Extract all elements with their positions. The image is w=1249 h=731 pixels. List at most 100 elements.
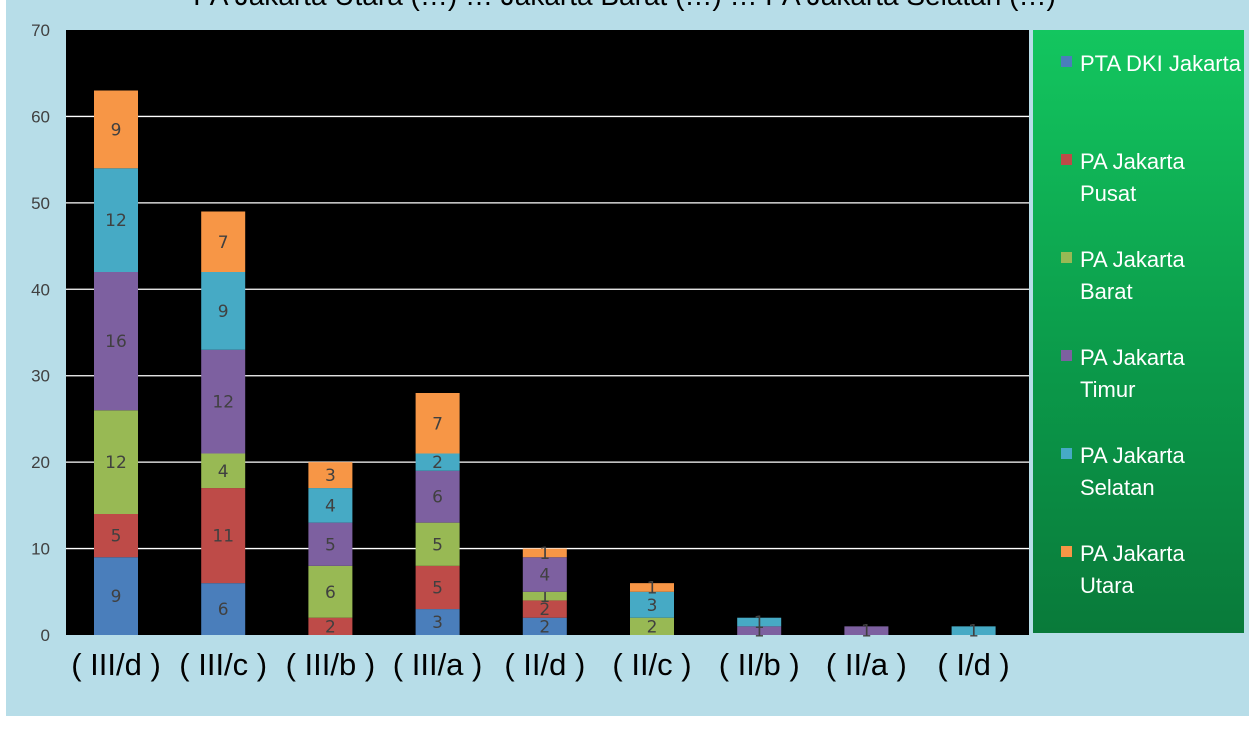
bar-segment — [201, 211, 246, 272]
y-tick-label: 70 — [31, 21, 50, 40]
legend-label: PA Jakarta Barat — [1080, 247, 1185, 304]
legend: PTA DKI Jakarta PA Jakarta Pusat PA Jaka… — [1033, 30, 1244, 633]
bar-segment — [94, 557, 138, 635]
bar-segment — [737, 617, 782, 627]
legend-label: PA Jakarta Pusat — [1080, 149, 1185, 206]
bar-segment — [201, 349, 246, 454]
legend-label: PA Jakarta Selatan — [1080, 443, 1185, 500]
x-tick-label: ( III/c ) — [179, 647, 267, 682]
legend-item-pa-jakarta-timur: PA Jakarta Timur — [1061, 342, 1241, 406]
data-label: 9 — [111, 587, 122, 607]
data-label: 6 — [218, 600, 229, 620]
chart-title: PA Jakarta Utara (…) … Jakarta Barat (…)… — [0, 0, 1249, 12]
y-tick-label: 10 — [31, 540, 50, 559]
bar-segment — [522, 600, 567, 618]
x-tick-label: ( III/d ) — [71, 647, 161, 682]
bar-segment — [94, 410, 138, 514]
legend-swatch — [1061, 448, 1072, 459]
data-label: 2 — [539, 617, 550, 637]
data-label: 4 — [539, 566, 550, 586]
y-tick-label: 0 — [41, 626, 50, 645]
bar-segment — [630, 591, 674, 618]
legend-swatch — [1061, 252, 1072, 263]
data-label: 7 — [432, 414, 443, 434]
legend-swatch — [1061, 154, 1072, 165]
data-label: 5 — [432, 578, 443, 598]
bar-segment — [308, 462, 353, 489]
bar-segment — [415, 609, 460, 635]
bar-segment — [94, 514, 138, 558]
bar-segment — [522, 557, 567, 592]
x-tick-label: ( II/b ) — [719, 647, 800, 682]
data-label: 9 — [111, 120, 122, 140]
legend-label: PA Jakarta Timur — [1080, 345, 1185, 402]
data-label: 3 — [432, 613, 443, 633]
x-tick-label: ( II/c ) — [612, 647, 691, 682]
bar-segment — [201, 583, 246, 635]
bar-segment — [201, 272, 246, 350]
y-tick-label: 20 — [31, 453, 50, 472]
bar-segment — [308, 565, 353, 618]
data-label: 12 — [105, 453, 127, 473]
bar-segment — [737, 626, 782, 635]
data-label: 1 — [539, 544, 550, 564]
legend-item-pa-jakarta-barat: PA Jakarta Barat — [1061, 244, 1241, 308]
data-label: 4 — [325, 496, 336, 516]
x-tick-label: ( II/a ) — [826, 647, 907, 682]
data-label: 1 — [861, 622, 872, 642]
legend-label: PTA DKI Jakarta — [1080, 51, 1241, 76]
data-label: 6 — [432, 488, 443, 508]
data-label: 1 — [539, 587, 550, 607]
data-label: 5 — [111, 527, 122, 547]
data-label: 11 — [212, 527, 234, 547]
data-label: 2 — [325, 617, 336, 637]
data-label: 5 — [325, 535, 336, 555]
bar-segment — [94, 168, 138, 272]
data-label: 12 — [105, 211, 127, 231]
legend-item-pa-jakarta-pusat: PA Jakarta Pusat — [1061, 146, 1241, 210]
data-label: 3 — [647, 596, 658, 616]
data-label: 9 — [218, 302, 229, 322]
legend-swatch — [1061, 546, 1072, 557]
data-label: 7 — [218, 233, 229, 253]
legend-label: PA Jakarta Utara — [1080, 541, 1185, 598]
bar-segment — [308, 488, 353, 523]
data-label: 16 — [105, 332, 127, 352]
y-tick-label: 30 — [31, 367, 50, 386]
bar-segment — [522, 617, 567, 635]
data-label: 1 — [754, 622, 765, 642]
data-label: 12 — [212, 393, 234, 413]
bar-segment — [522, 548, 567, 558]
legend-swatch — [1061, 350, 1072, 361]
legend-item-pa-jakarta-selatan: PA Jakarta Selatan — [1061, 440, 1241, 504]
data-label: 2 — [432, 453, 443, 473]
bar-segment — [94, 90, 138, 169]
x-tick-label: ( II/d ) — [504, 647, 585, 682]
data-label: 4 — [218, 462, 229, 482]
bar-segment — [630, 617, 674, 635]
data-label: 3 — [325, 466, 336, 486]
bar-segment — [308, 522, 353, 566]
x-tick-label: ( III/b ) — [286, 647, 376, 682]
data-label: 1 — [968, 622, 979, 642]
bar-segment — [94, 272, 138, 411]
bar-segment — [415, 522, 460, 566]
legend-item-pta-dki-jakarta: PTA DKI Jakarta — [1061, 48, 1241, 80]
x-tick-label: ( I/d ) — [937, 647, 1009, 682]
bar-segment — [630, 583, 674, 592]
data-label: 5 — [432, 535, 443, 555]
y-tick-label: 60 — [31, 107, 50, 126]
data-label: 2 — [539, 600, 550, 620]
data-label: 1 — [647, 578, 658, 598]
bar-segment — [201, 488, 246, 584]
bar-segment — [844, 626, 889, 635]
bar-segment — [415, 453, 460, 471]
data-label: 1 — [754, 613, 765, 633]
data-label: 6 — [325, 583, 336, 603]
bar-segment — [951, 626, 996, 635]
bar-segment — [415, 393, 460, 454]
bar-segment — [308, 617, 353, 635]
data-label: 2 — [647, 617, 658, 637]
y-tick-label: 40 — [31, 280, 50, 299]
